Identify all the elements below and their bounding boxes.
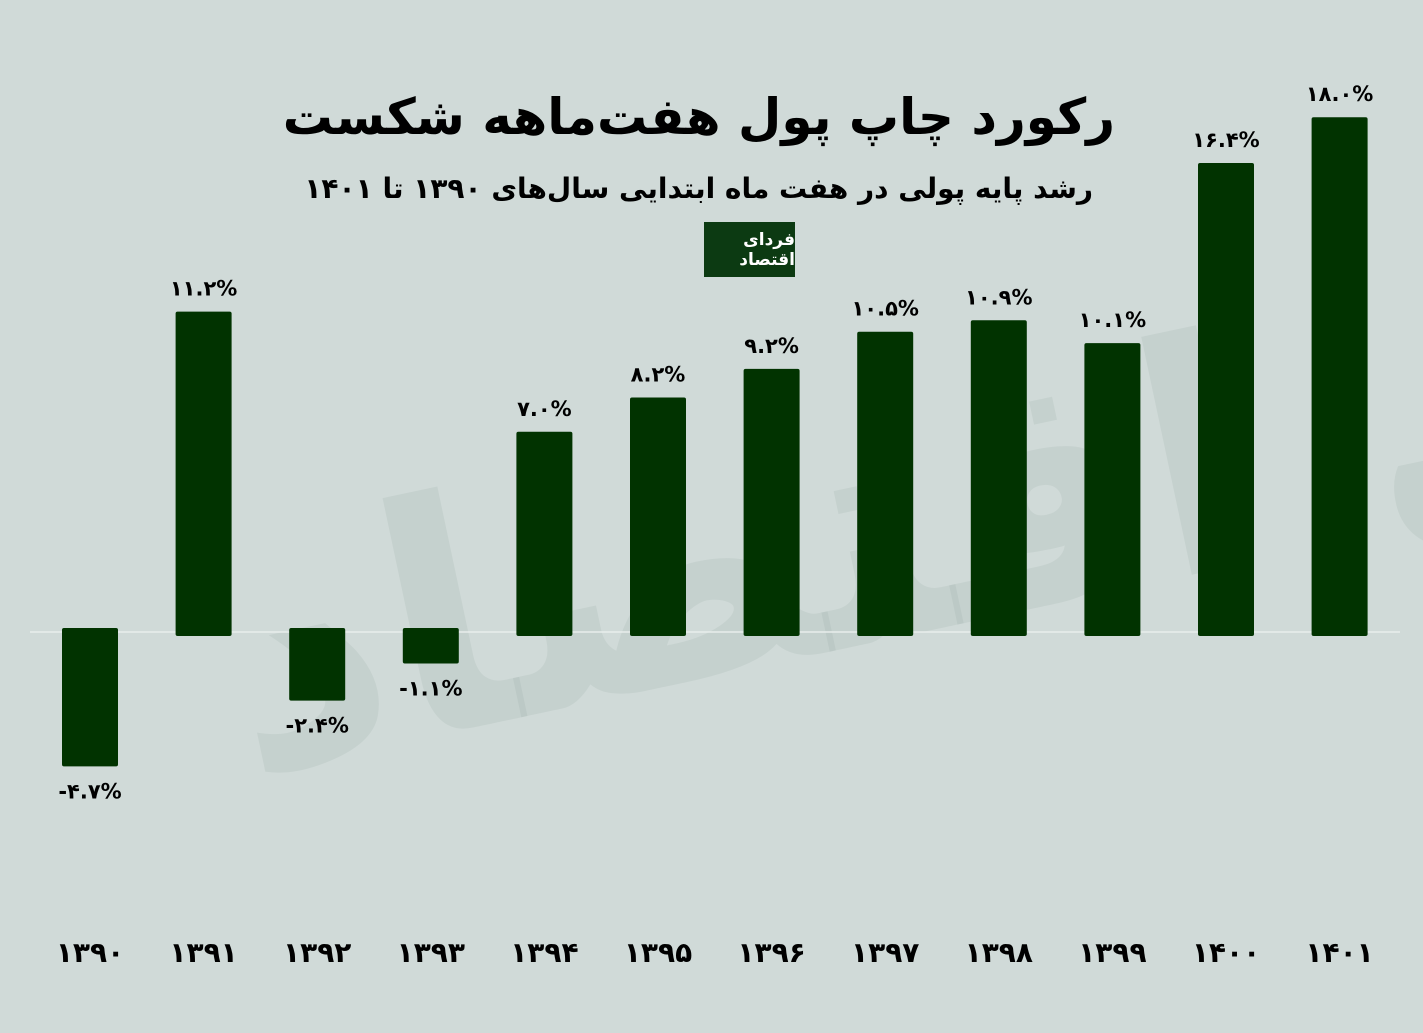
x-tick-label: ۱۳۹۰ bbox=[56, 936, 124, 969]
x-tick-label: ۱۳۹۷ bbox=[851, 936, 919, 969]
x-tick-label: ۱۳۹۹ bbox=[1078, 936, 1146, 969]
bar-10 bbox=[1198, 162, 1254, 636]
bar-9 bbox=[1084, 343, 1141, 636]
data-label: -۲.۴% bbox=[286, 714, 349, 738]
bar-4 bbox=[516, 431, 573, 636]
bar-11 bbox=[1311, 117, 1368, 636]
x-tick-label: ۱۳۹۸ bbox=[965, 936, 1033, 969]
x-tick-label: ۱۳۹۱ bbox=[169, 936, 237, 969]
brand-logo: فردای اقتصاد bbox=[704, 222, 795, 277]
x-tick-label: ۱۳۹۳ bbox=[397, 936, 465, 969]
x-tick-label: ۱۳۹۶ bbox=[737, 936, 805, 969]
x-tick-label: ۱۴۰۱ bbox=[1305, 936, 1373, 969]
bar-1 bbox=[175, 311, 232, 636]
x-tick-label: ۱۴۰۰ bbox=[1192, 936, 1260, 969]
data-label: ۱۸.۰% bbox=[1306, 82, 1373, 106]
bar-3 bbox=[402, 628, 459, 664]
chart-subtitle: رشد پایه پولی در هفت ماه ابتدایی سال‌های… bbox=[304, 172, 1093, 205]
x-tick-label: ۱۳۹۵ bbox=[624, 936, 692, 969]
data-label: ۷.۰% bbox=[517, 397, 572, 421]
data-label: ۸.۲% bbox=[631, 362, 686, 386]
data-label: ۹.۲% bbox=[744, 334, 799, 358]
data-label: ۱۰.۱% bbox=[1079, 308, 1146, 332]
data-label: ۱۶.۴% bbox=[1192, 128, 1259, 152]
bar-0 bbox=[62, 628, 118, 767]
data-label: ۱۱.۲% bbox=[170, 277, 237, 301]
chart-title: رکورد چاپ پول هفت‌ماهه شکست bbox=[282, 88, 1115, 146]
x-tick-label: ۱۳۹۲ bbox=[283, 936, 351, 969]
bar-6 bbox=[743, 368, 800, 636]
bar-2 bbox=[289, 628, 346, 701]
bar-7 bbox=[857, 331, 914, 636]
x-tick-label: ۱۳۹۴ bbox=[510, 936, 578, 969]
data-label: ۱۰.۹% bbox=[965, 285, 1032, 309]
data-label: -۴.۷% bbox=[58, 779, 121, 803]
data-label: -۱.۱% bbox=[399, 676, 462, 700]
data-label: ۱۰.۵% bbox=[851, 297, 918, 321]
bar-8 bbox=[970, 320, 1027, 636]
bar-5 bbox=[630, 397, 686, 636]
